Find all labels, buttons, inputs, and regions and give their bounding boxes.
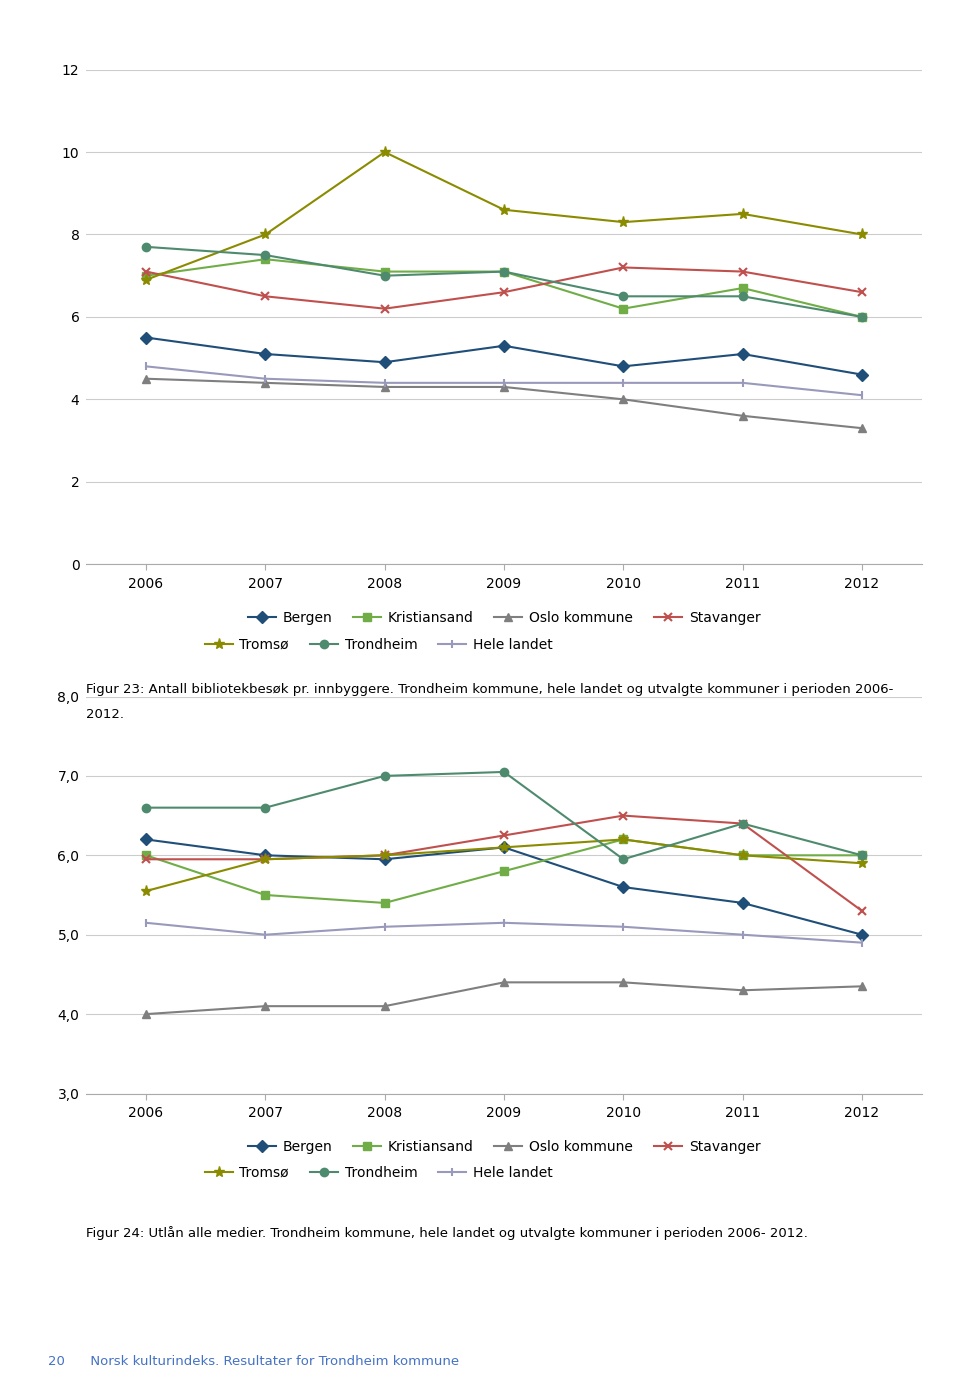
Text: 20      Norsk kulturindeks. Resultater for Trondheim kommune: 20 Norsk kulturindeks. Resultater for Tr… [48,1355,459,1368]
Text: 2012.: 2012. [86,708,125,720]
Text: Figur 23: Antall bibliotekbesøk pr. innbyggere. Trondheim kommune, hele landet o: Figur 23: Antall bibliotekbesøk pr. innb… [86,683,894,695]
Legend: Tromsø, Trondheim, Hele landet: Tromsø, Trondheim, Hele landet [204,638,553,652]
Text: Figur 24: Utlån alle medier. Trondheim kommune, hele landet og utvalgte kommuner: Figur 24: Utlån alle medier. Trondheim k… [86,1226,808,1240]
Legend: Tromsø, Trondheim, Hele landet: Tromsø, Trondheim, Hele landet [204,1166,553,1180]
